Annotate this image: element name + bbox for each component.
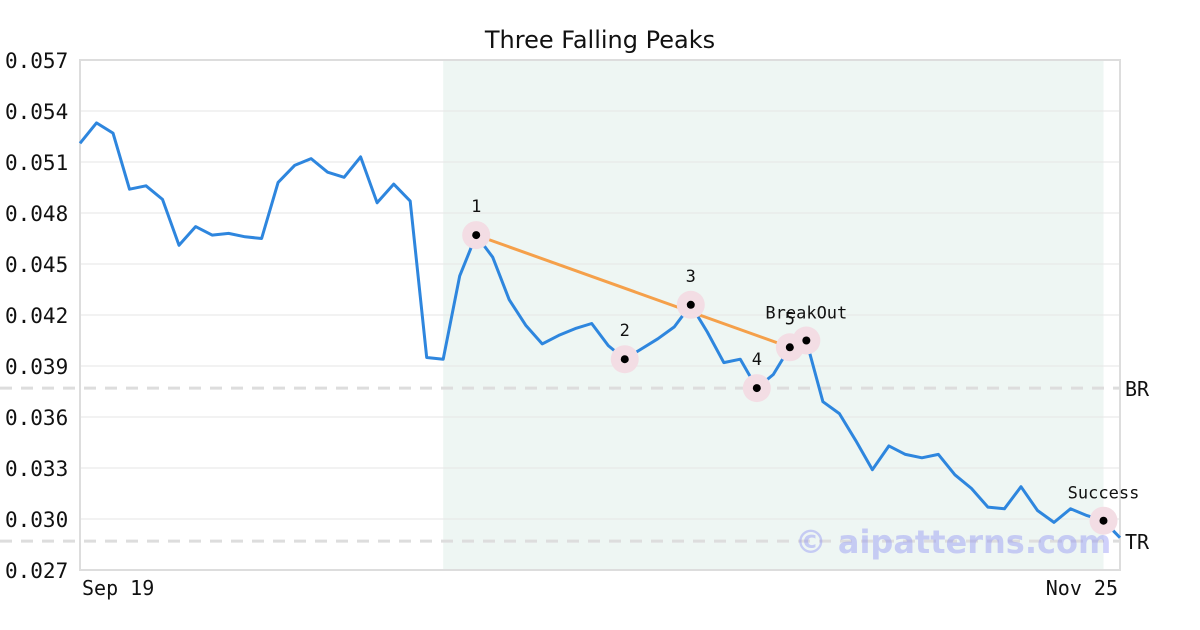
marker-dot (752, 384, 761, 393)
y-tick-label: 0.033 (5, 457, 68, 481)
watermark-layer: © aipatterns.com (795, 523, 1112, 561)
y-tick-label: 0.027 (5, 559, 68, 583)
trend-layer (475, 233, 791, 349)
annotation-label: BreakOut (765, 304, 847, 324)
y-tick-label: 0.042 (5, 304, 68, 328)
chart-title: Three Falling Peaks (484, 26, 715, 54)
x-axis-ticks: Sep 19 Nov 25 (82, 576, 1118, 600)
y-tick-label: 0.030 (5, 508, 68, 532)
watermark: © aipatterns.com (795, 523, 1112, 561)
x-tick-label: Sep 19 (82, 576, 154, 600)
level-label-tr: TR (1125, 530, 1150, 554)
marker-dot (620, 355, 629, 364)
level-layer: BR TR (0, 377, 1150, 554)
marker-dot (1099, 516, 1108, 525)
marker-dot (802, 336, 811, 345)
marker-dot (472, 231, 481, 240)
annotation-label: 1 (471, 197, 481, 217)
series-layer (78, 121, 1122, 539)
price-series-line (78, 121, 1122, 539)
y-tick-label: 0.054 (5, 100, 68, 124)
y-tick-label: 0.039 (5, 355, 68, 379)
y-tick-label: 0.057 (5, 49, 68, 73)
y-axis-ticks: 0.057 0.054 0.051 0.048 0.045 0.042 0.039 0.036… (5, 49, 68, 583)
level-label-br: BR (1125, 377, 1150, 401)
annotation-label: 3 (686, 267, 696, 287)
trend-line (475, 233, 791, 349)
annotation-label: 5 (785, 309, 795, 329)
annotation-label: 2 (620, 321, 630, 341)
marker-layer (462, 221, 1118, 535)
y-tick-label: 0.045 (5, 253, 68, 277)
marker-dot (686, 300, 695, 309)
y-tick-label: 0.051 (5, 151, 68, 175)
plot-frame (79, 59, 1121, 571)
y-tick-label: 0.036 (5, 406, 68, 430)
annotation-label: Success (1068, 484, 1140, 504)
annotation-label: 4 (752, 350, 762, 370)
x-tick-label: Nov 25 (1046, 576, 1118, 600)
marker-dot (785, 343, 794, 352)
y-tick-label: 0.048 (5, 202, 68, 226)
